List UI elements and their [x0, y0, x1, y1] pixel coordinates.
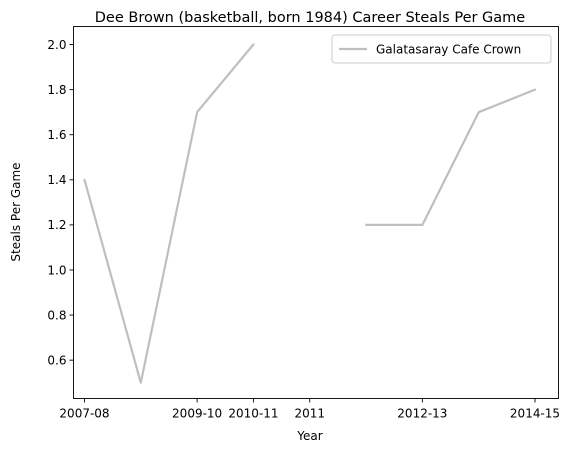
y-tick-label: 1.4: [47, 173, 66, 187]
series-layer: [83, 43, 537, 384]
legend-label: Galatasaray Cafe Crown: [376, 43, 521, 57]
x-tick-label: 2009-10: [172, 407, 222, 421]
y-tick-label: 1.6: [47, 128, 66, 142]
chart-title: Dee Brown (basketball, born 1984) Career…: [95, 10, 526, 26]
y-tick-label: 1.2: [47, 218, 66, 232]
x-axis-label: Year: [296, 429, 322, 443]
y-tick-label: 1.8: [47, 83, 66, 97]
y-tick-label: 0.8: [47, 308, 66, 322]
y-axis: 0.6 0.8 1.0 1.2 1.4 1.6 1.8 2.0: [47, 38, 74, 367]
series-line-segment: [83, 43, 255, 384]
y-tick-label: 1.0: [47, 263, 66, 277]
y-tick-label: 0.6: [47, 353, 66, 367]
x-tick-label: 2007-08: [59, 407, 109, 421]
x-tick-label: 2011: [294, 407, 325, 421]
series-line-segment: [365, 88, 537, 226]
legend-box: [331, 34, 552, 64]
x-axis: 2007-08 2009-10 2010-11 2011 2012-13 2014-15: [59, 398, 560, 421]
legend: Galatasaray Cafe Crown: [331, 34, 552, 64]
plot-area: [73, 26, 559, 399]
x-tick-label: 2012-13: [397, 407, 447, 421]
y-axis-label: Steals Per Game: [9, 162, 23, 261]
x-tick-label: 2010-11: [228, 407, 278, 421]
x-tick-label: 2014-15: [510, 407, 560, 421]
y-tick-label: 2.0: [47, 38, 66, 52]
